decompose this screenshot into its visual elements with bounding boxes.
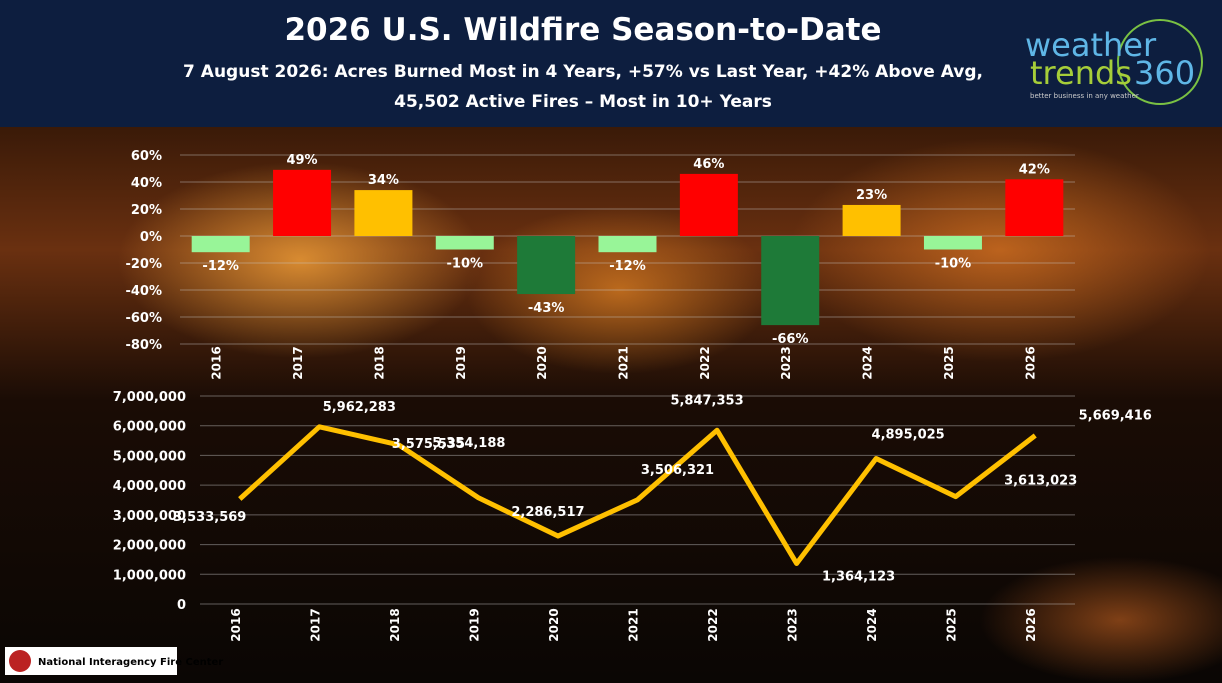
logo-word: weather bbox=[1025, 26, 1157, 64]
value-label: 3,575,535 bbox=[392, 437, 465, 452]
bar bbox=[273, 169, 332, 236]
bar bbox=[923, 236, 982, 250]
bar bbox=[354, 190, 413, 236]
value-label: 34% bbox=[368, 173, 399, 188]
value-label: 5,669,416 bbox=[1079, 409, 1152, 424]
value-label: 5,847,353 bbox=[670, 393, 743, 408]
x-tick-label: 2025 bbox=[942, 346, 956, 379]
y-tick-label: 5,000,000 bbox=[113, 449, 186, 464]
bar bbox=[761, 236, 820, 326]
y-tick-label: -60% bbox=[125, 311, 162, 326]
y-tick-label: -40% bbox=[125, 284, 162, 299]
x-tick-label: 2016 bbox=[229, 608, 243, 641]
x-tick-label: 2022 bbox=[698, 346, 712, 379]
line bbox=[238, 424, 1037, 566]
value-label: 49% bbox=[286, 153, 317, 168]
subtitle: 45,502 Active Fires – Most in 10+ Years bbox=[394, 92, 772, 112]
y-tick-label: 2,000,000 bbox=[113, 539, 186, 554]
value-label: 5,962,283 bbox=[323, 400, 396, 415]
logo-word: 360 bbox=[1134, 54, 1195, 92]
y-tick-label: 7,000,000 bbox=[113, 390, 186, 405]
y-tick-label: 40% bbox=[131, 176, 162, 191]
x-tick-label: 2024 bbox=[861, 346, 875, 379]
x-tick-label: 2023 bbox=[779, 346, 793, 379]
value-label: 42% bbox=[1019, 162, 1050, 177]
x-tick-label: 2025 bbox=[945, 608, 959, 641]
logo-tagline: better business in any weather bbox=[1030, 92, 1139, 100]
subtitle: 7 August 2026: Acres Burned Most in 4 Ye… bbox=[183, 62, 983, 82]
x-tick-label: 2021 bbox=[617, 346, 631, 379]
logo-ring bbox=[1117, 19, 1203, 105]
value-label: -10% bbox=[447, 257, 484, 272]
bar bbox=[679, 173, 738, 236]
x-tick-label: 2023 bbox=[786, 608, 800, 641]
bar bbox=[1005, 179, 1064, 236]
bar bbox=[598, 236, 657, 253]
x-tick-label: 2026 bbox=[1024, 608, 1038, 641]
logo-word: trends bbox=[1030, 54, 1132, 92]
header bbox=[0, 0, 1222, 127]
bar bbox=[191, 236, 250, 253]
y-tick-label: -20% bbox=[125, 257, 162, 272]
x-tick-label: 2024 bbox=[865, 608, 879, 641]
y-tick-label: -80% bbox=[125, 338, 162, 353]
bar bbox=[842, 204, 901, 236]
x-tick-label: 2018 bbox=[372, 346, 386, 379]
x-tick-label: 2022 bbox=[706, 608, 720, 641]
bar bbox=[517, 236, 576, 295]
value-label: 2,286,517 bbox=[511, 505, 584, 520]
value-label: -43% bbox=[528, 301, 565, 316]
footer-badge bbox=[5, 647, 177, 675]
value-label: -66% bbox=[772, 332, 809, 347]
x-tick-label: 2026 bbox=[1023, 346, 1037, 379]
y-tick-label: 3,000,000 bbox=[113, 509, 186, 524]
value-label: 4,895,025 bbox=[872, 428, 945, 443]
value-label: 5,354,188 bbox=[432, 436, 505, 451]
x-tick-label: 2020 bbox=[535, 346, 549, 379]
y-tick-label: 0% bbox=[140, 230, 162, 245]
value-label: -12% bbox=[202, 259, 239, 274]
bar bbox=[435, 236, 494, 250]
value-label: -12% bbox=[609, 259, 646, 274]
x-tick-label: 2017 bbox=[291, 346, 305, 379]
value-label: 23% bbox=[856, 188, 887, 203]
x-tick-label: 2019 bbox=[467, 608, 481, 641]
x-tick-label: 2016 bbox=[210, 346, 224, 379]
y-tick-label: 1,000,000 bbox=[113, 568, 186, 583]
footer-icon bbox=[9, 650, 31, 672]
x-tick-label: 2019 bbox=[454, 346, 468, 379]
x-tick-label: 2017 bbox=[308, 608, 322, 641]
y-tick-label: 60% bbox=[131, 149, 162, 164]
x-tick-label: 2018 bbox=[388, 608, 402, 641]
y-tick-label: 20% bbox=[131, 203, 162, 218]
value-label: 1,364,123 bbox=[822, 569, 895, 584]
y-tick-label: 0 bbox=[177, 598, 186, 613]
y-tick-label: 6,000,000 bbox=[113, 420, 186, 435]
x-tick-label: 2020 bbox=[547, 608, 561, 641]
x-tick-label: 2021 bbox=[627, 608, 641, 641]
title: 2026 U.S. Wildfire Season-to-Date bbox=[284, 12, 881, 48]
value-label: 3,506,321 bbox=[641, 463, 714, 478]
y-tick-label: 4,000,000 bbox=[113, 479, 186, 494]
footer-source: National Interagency Fire Center bbox=[38, 657, 223, 668]
value-label: 3,613,023 bbox=[1004, 474, 1077, 489]
value-label: 46% bbox=[693, 157, 724, 172]
value-label: -10% bbox=[935, 257, 972, 272]
value-label: 3,533,569 bbox=[173, 510, 246, 525]
